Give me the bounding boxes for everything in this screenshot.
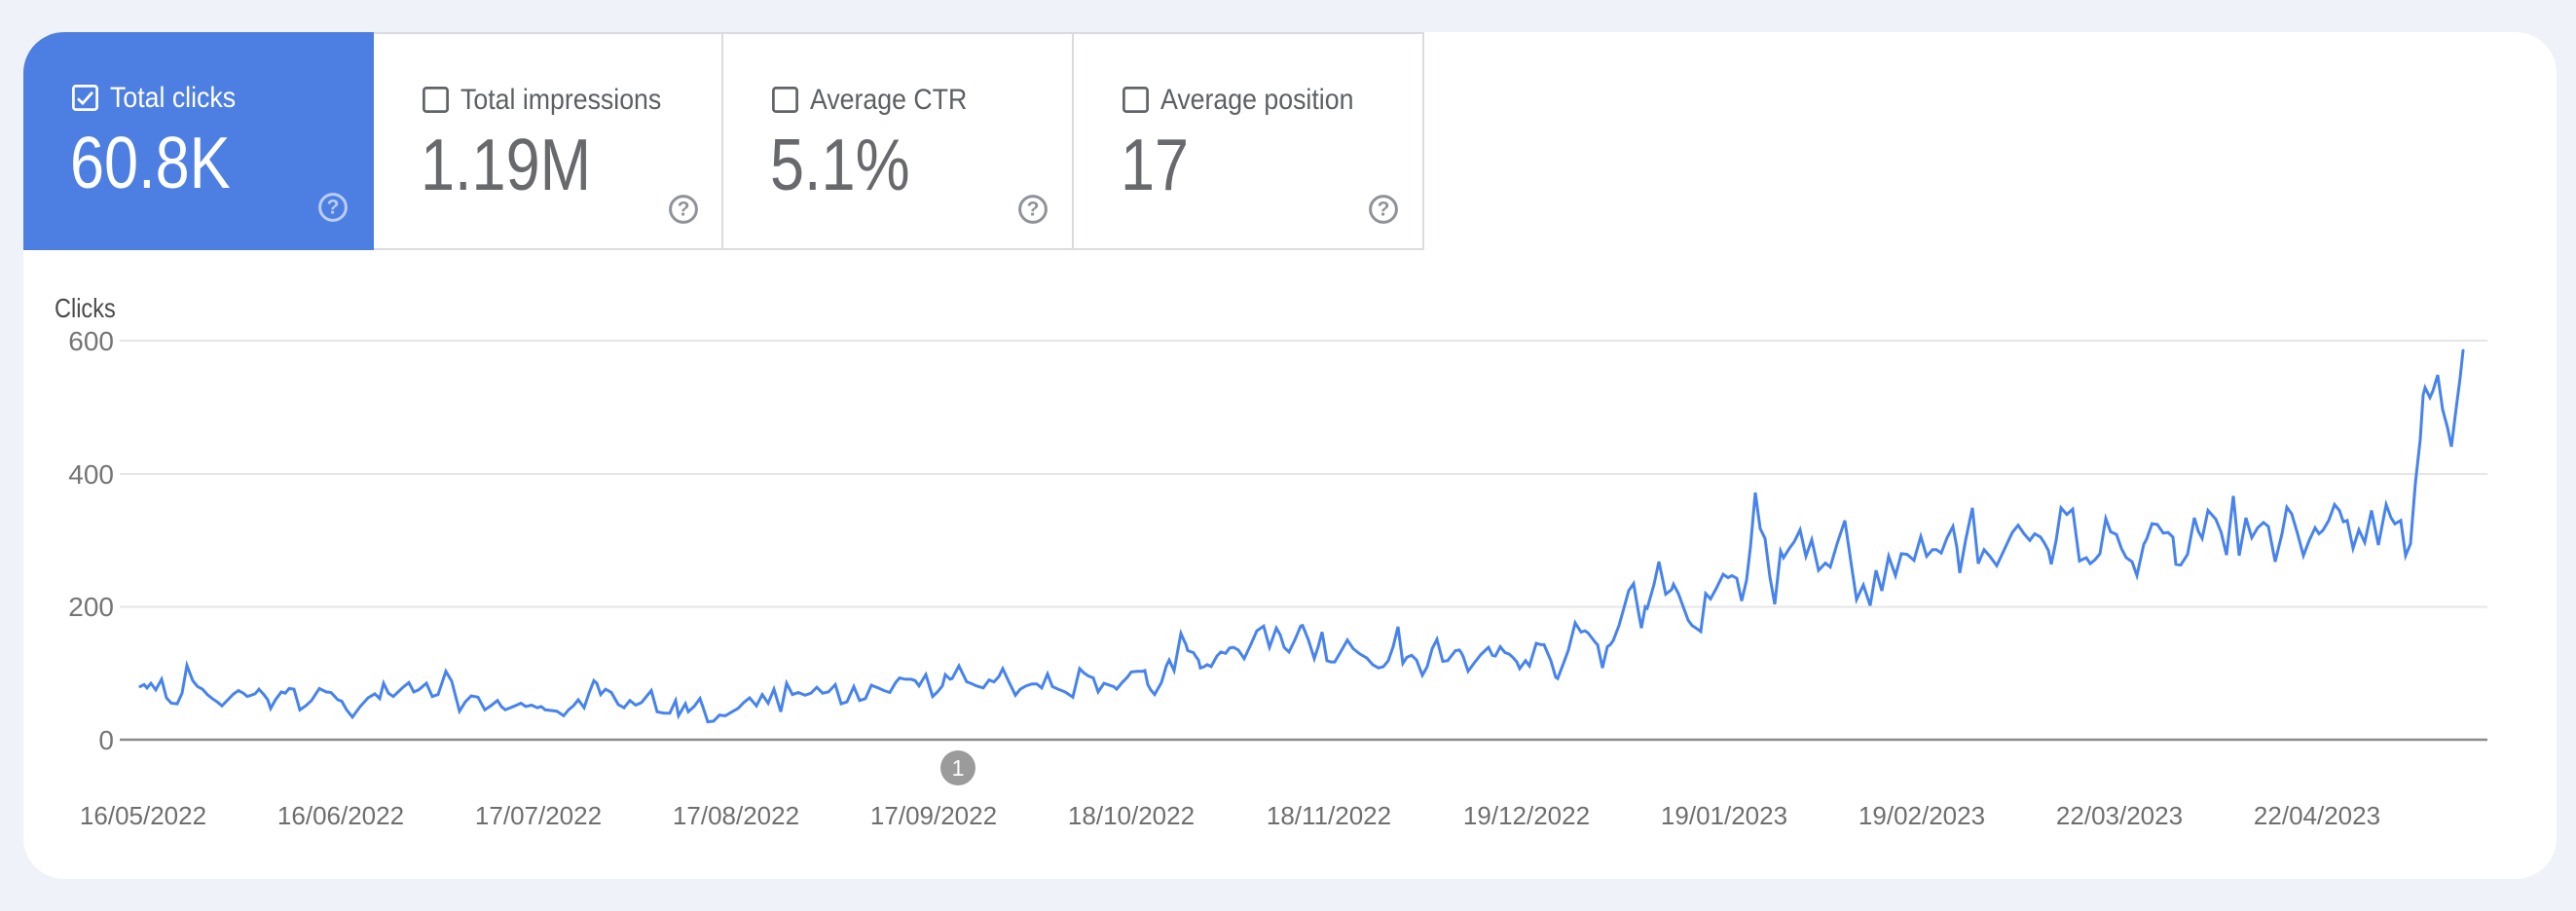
svg-text:?: ? [1026,198,1039,220]
svg-text:?: ? [677,198,689,220]
svg-text:?: ? [326,196,339,218]
svg-text:?: ? [1377,198,1389,220]
